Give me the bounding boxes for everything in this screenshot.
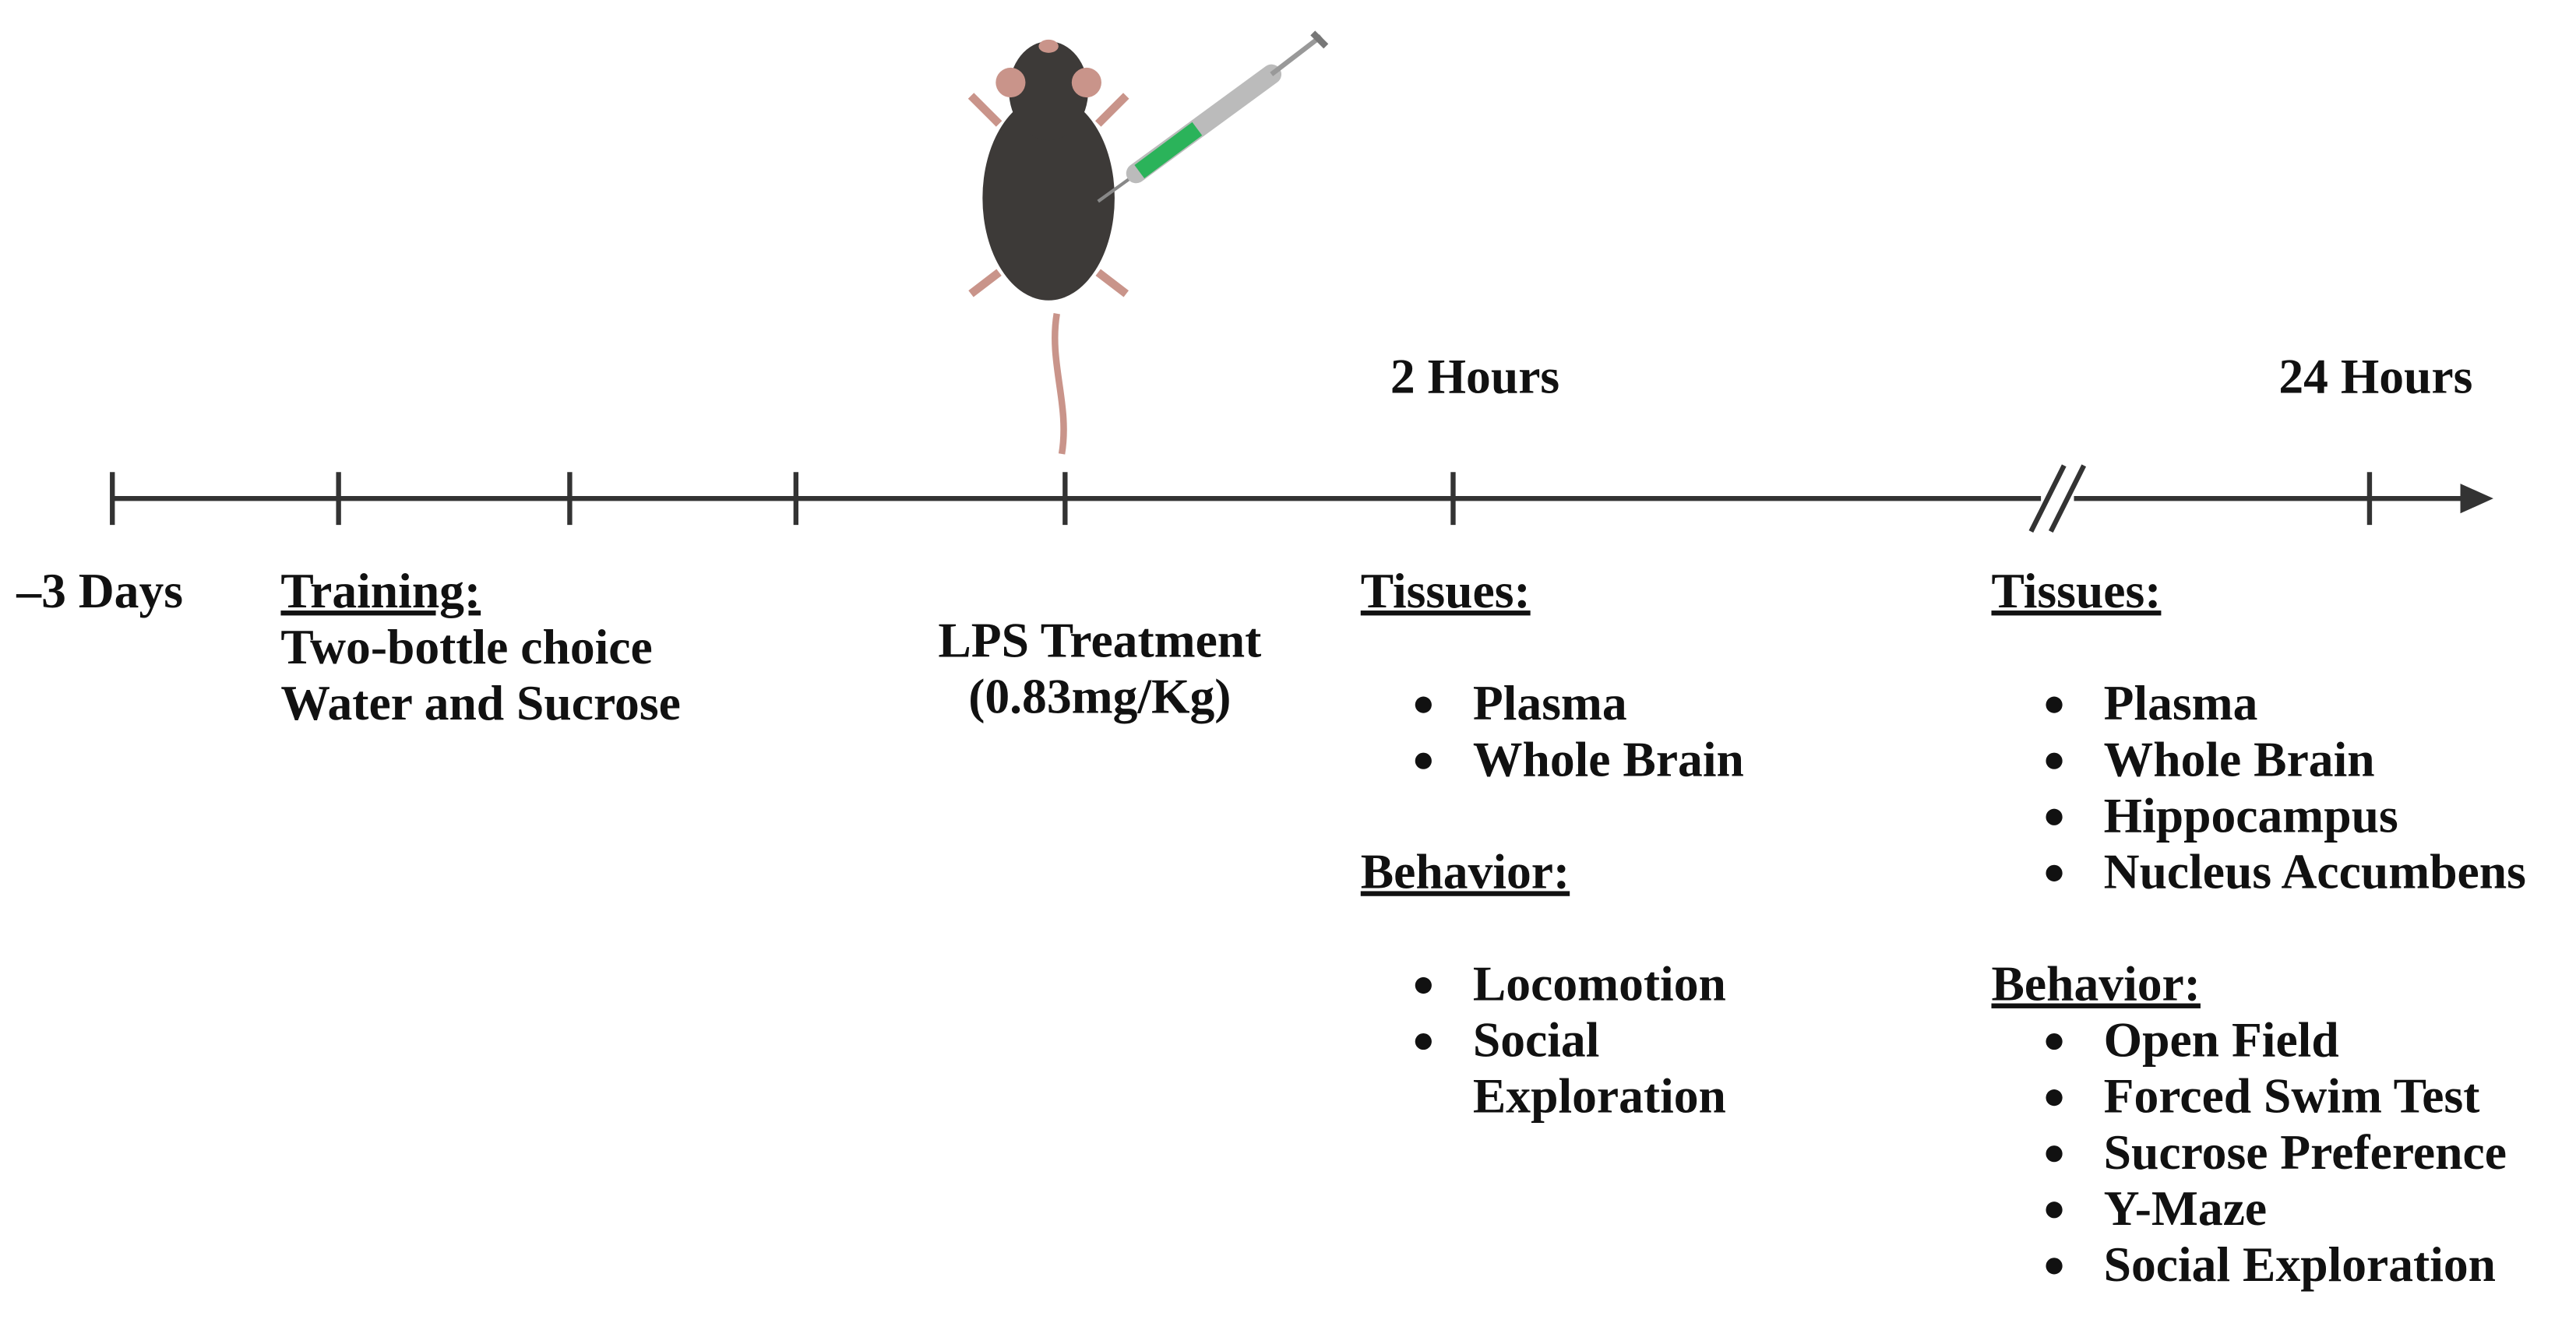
list-item: Whole Brain (2104, 731, 2375, 786)
time-label: –3 Days (16, 563, 183, 618)
text-line: (0.83mg/Kg) (968, 669, 1231, 724)
list-item: Sucrose Preference (2104, 1124, 2507, 1180)
list-item: Open Field (2104, 1012, 2339, 1068)
syringe-icon (1097, 30, 1329, 203)
break-mark (2048, 464, 2087, 533)
list-item: Hippocampus (2104, 787, 2398, 843)
heading: Behavior: (1361, 843, 1570, 899)
text-line: Water and Sucrose (280, 675, 680, 730)
timeline (110, 464, 2493, 533)
heading: Behavior: (1992, 956, 2201, 1012)
list-item: Forced Swim Test (2104, 1068, 2480, 1124)
list-item: Y-Maze (2104, 1180, 2267, 1236)
list-item: Exploration (1473, 1068, 1726, 1124)
bullet (2046, 1033, 2063, 1050)
bullet (1415, 752, 1432, 769)
bullet (1415, 976, 1432, 994)
list-item: Nucleus Accumbens (2104, 843, 2526, 899)
list-item: Social Exploration (2104, 1237, 2496, 1292)
bullet (2046, 1258, 2063, 1275)
bullet (2046, 1202, 2063, 1219)
text-line: LPS Treatment (938, 613, 1261, 668)
bullet (2046, 808, 2063, 825)
list-item: Plasma (2104, 675, 2258, 730)
time-label: 2 Hours (1390, 349, 1559, 404)
bullet (2046, 752, 2063, 769)
text-line: Two-bottle choice (280, 619, 652, 674)
list-item: Social (1473, 1012, 1599, 1068)
list-item: Whole Brain (1473, 731, 1744, 786)
heading: Tissues: (1361, 563, 1531, 618)
heading: Training: (280, 563, 481, 618)
bullet (2046, 696, 2063, 713)
bullet (1415, 696, 1432, 713)
arrow-head (2460, 484, 2493, 514)
bullet (2046, 1089, 2063, 1107)
time-label: 24 Hours (2278, 349, 2472, 404)
heading: Tissues: (1992, 563, 2162, 618)
list-item: Locomotion (1473, 956, 1726, 1012)
bullet (2046, 864, 2063, 881)
mouse-icon (967, 39, 1129, 455)
bullet (2046, 1145, 2063, 1163)
bullet (1415, 1033, 1432, 1050)
break-mark (2028, 464, 2067, 533)
list-item: Plasma (1473, 675, 1627, 730)
